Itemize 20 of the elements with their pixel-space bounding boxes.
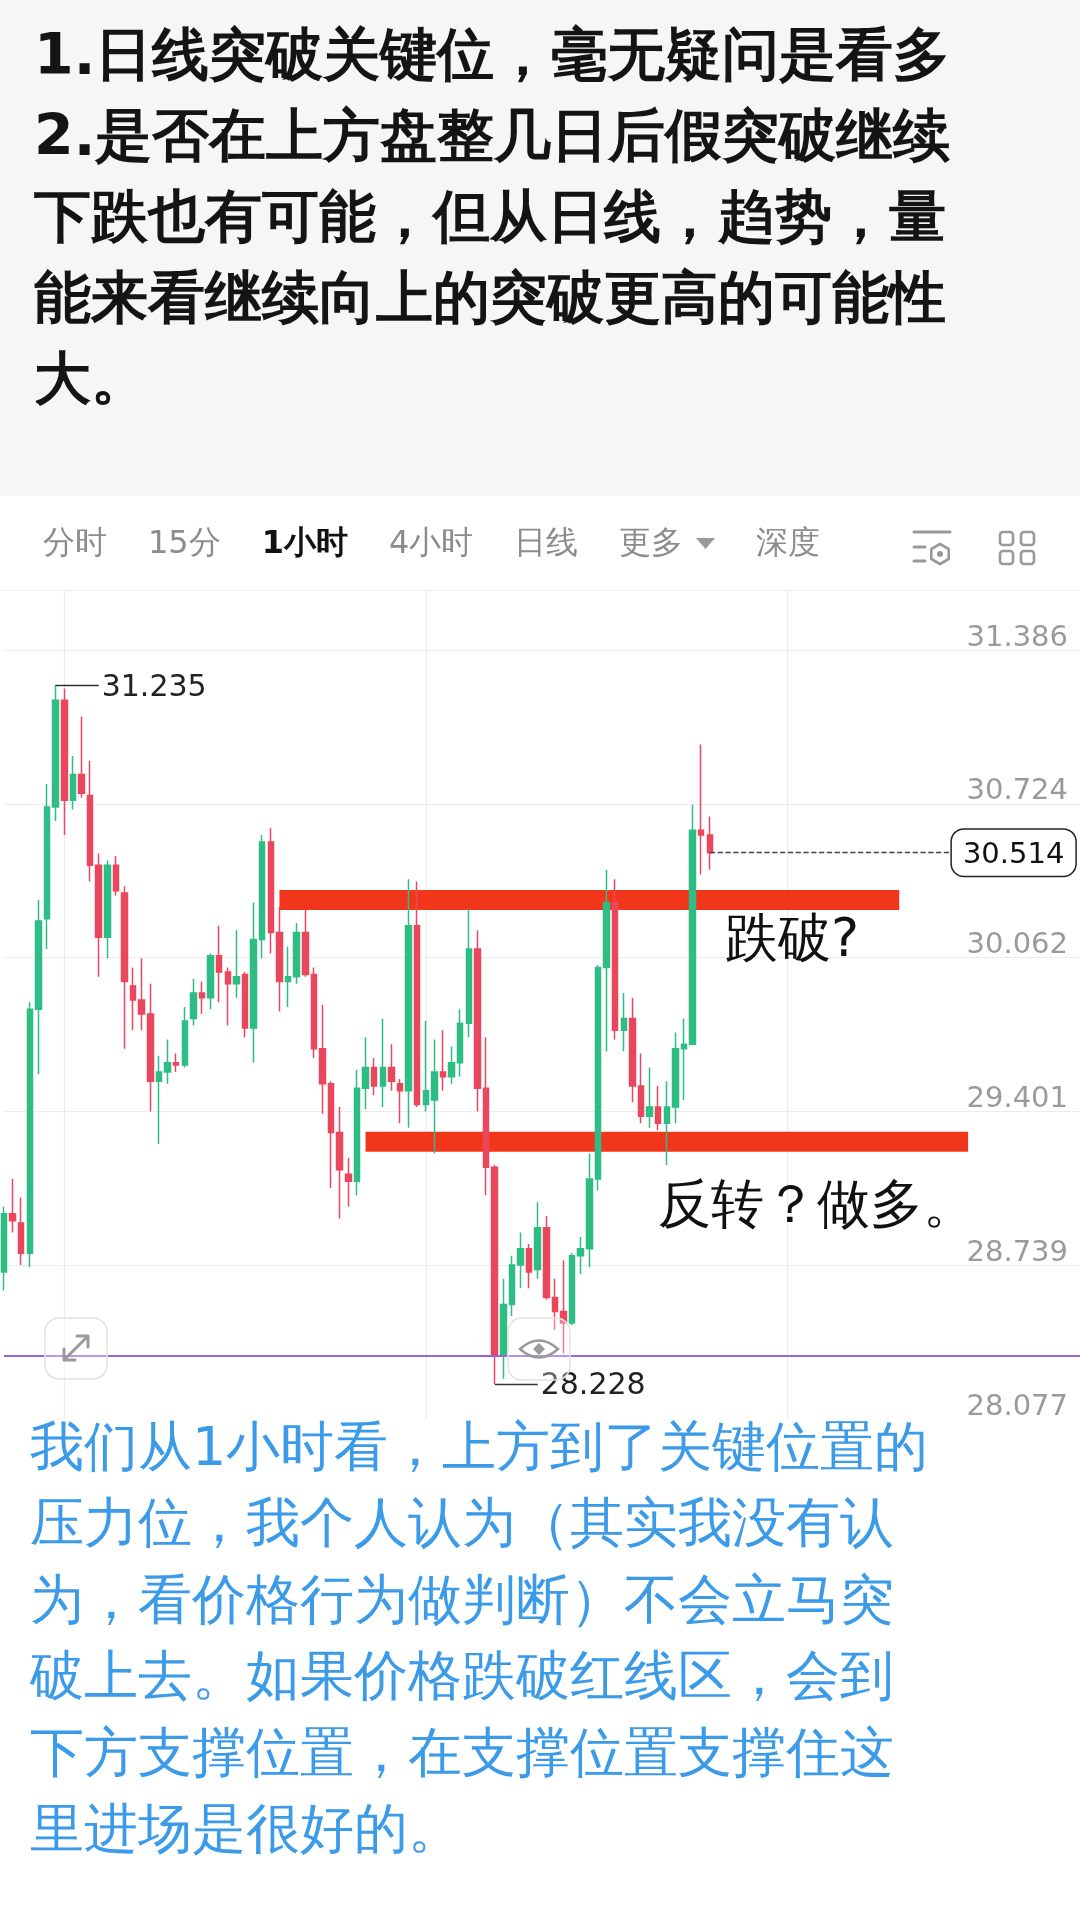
text: 分时 bbox=[43, 522, 107, 563]
text: 15分 bbox=[148, 522, 221, 563]
annotation: 31.235 bbox=[101, 667, 207, 703]
series-label: 反转？做多。 bbox=[658, 1172, 977, 1234]
series-label: 跌破? bbox=[725, 907, 860, 969]
text: 深度 bbox=[756, 522, 821, 563]
text: 日线 bbox=[514, 522, 579, 563]
y-tick-label: 28.077 bbox=[966, 1387, 1068, 1422]
chart-title: 1.日线突破关键位，毫无疑问是看多 2.是否在上方盘整几日后假突破继续下跌也有可能，但从日线，趋势，量能来看继续向上的突破更高的可能性大。 bbox=[34, 20, 952, 413]
y-tick-label: 30.724 bbox=[966, 772, 1068, 807]
y-tick-label: 30.062 bbox=[966, 926, 1068, 961]
y-tick-label: 31.386 bbox=[966, 618, 1068, 653]
text: 1小时 bbox=[261, 522, 348, 563]
annotation: 我们从1小时看，上方到了关键位置的压力位，我个人认为（其实我没有认为，看价格行为做判断）不会立马突破上去。如果价格跌破红线区，会到下方支撑位置，在支撑位置支撑住这里进场是很好的。 bbox=[30, 1414, 930, 1863]
y-tick-label: 28.739 bbox=[966, 1233, 1068, 1268]
text: 4小时 bbox=[388, 522, 474, 563]
y-tick-label: 29.401 bbox=[966, 1079, 1068, 1114]
ref-line-label: 30.514 bbox=[962, 835, 1065, 870]
text: 更多 bbox=[619, 522, 684, 563]
annotation: 28.228 bbox=[540, 1366, 646, 1402]
